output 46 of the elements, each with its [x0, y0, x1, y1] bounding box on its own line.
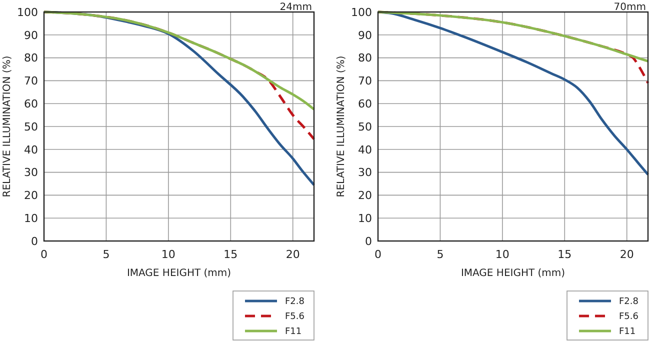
- y-tick-label: 90: [24, 28, 38, 42]
- legend-label: F5.6: [285, 312, 305, 322]
- x-tick-label: 5: [102, 248, 110, 261]
- x-tick-label: 15: [558, 248, 572, 261]
- legend-label: F2.8: [619, 297, 639, 308]
- x-tick-label: 10: [495, 248, 510, 261]
- y-axis-title: RELATIVE ILLUMINATION (%): [2, 56, 13, 198]
- chart-title: 24mm: [280, 2, 312, 13]
- legend-label: F5.6: [619, 312, 639, 322]
- x-tick-label: 10: [161, 248, 176, 261]
- x-tick-label: 15: [224, 248, 238, 261]
- y-tick-label: 60: [358, 97, 372, 110]
- x-axis-title: IMAGE HEIGHT (mm): [126, 268, 232, 279]
- y-tick-label: 50: [358, 120, 372, 134]
- y-tick-label: 10: [24, 212, 38, 225]
- y-tick-label: 80: [358, 52, 372, 65]
- y-tick-label: 70: [24, 74, 38, 88]
- x-axis-title: IMAGE HEIGHT (mm): [460, 268, 566, 279]
- line-series: [376, 10, 650, 62]
- y-tick-label: 80: [24, 52, 38, 65]
- legend-label: F11: [619, 327, 636, 338]
- y-tick-label: 40: [358, 143, 372, 156]
- y-tick-label: 0: [31, 234, 38, 248]
- y-tick-label: 30: [358, 166, 372, 180]
- y-tick-label: 20: [358, 189, 372, 202]
- chart-title: 70mm: [614, 2, 646, 13]
- line-series: [42, 10, 316, 111]
- y-tick-label: 60: [24, 97, 38, 110]
- y-tick-label: 70: [358, 74, 372, 88]
- y-tick-label: 100: [17, 6, 38, 19]
- y-tick-label: 40: [24, 143, 38, 156]
- x-tick-label: 20: [286, 248, 300, 261]
- x-tick-label: 0: [40, 248, 48, 261]
- y-tick-label: 90: [358, 28, 372, 42]
- y-tick-label: 10: [358, 212, 372, 225]
- y-tick-label: 100: [351, 6, 372, 19]
- x-tick-label: 5: [436, 248, 444, 261]
- y-tick-label: 20: [24, 189, 38, 202]
- x-tick-label: 0: [374, 248, 382, 261]
- y-tick-label: 50: [24, 120, 38, 134]
- y-axis-title: RELATIVE ILLUMINATION (%): [336, 56, 347, 198]
- legend-label: F2.8: [285, 297, 305, 308]
- y-tick-label: 30: [24, 166, 38, 180]
- legend-label: F11: [285, 327, 302, 338]
- x-tick-label: 20: [620, 248, 634, 261]
- y-tick-label: 0: [365, 234, 372, 248]
